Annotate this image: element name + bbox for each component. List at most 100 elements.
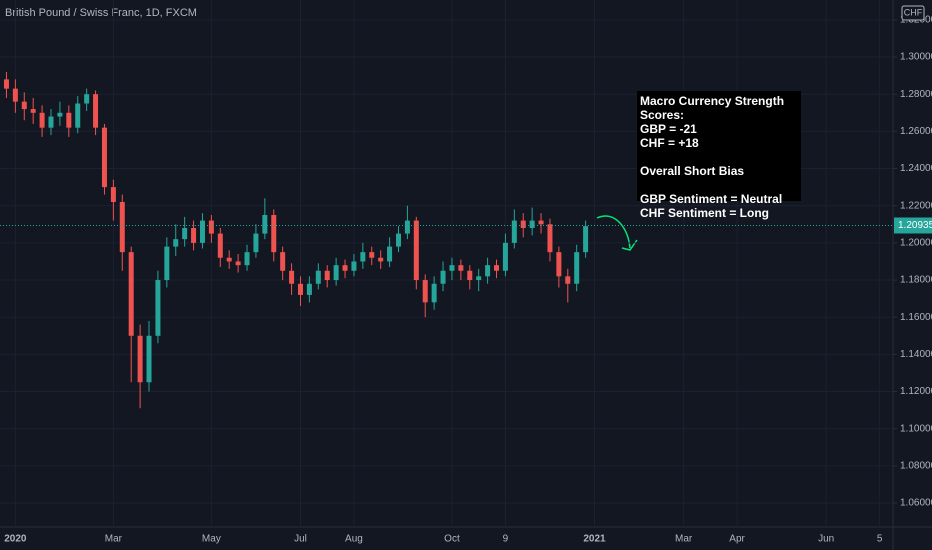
- candle-body: [502, 242, 508, 271]
- price-axis-bg: [893, 0, 932, 550]
- candle-body: [119, 201, 125, 253]
- candle-body: [208, 220, 214, 234]
- last-price-label: 1.20935: [898, 220, 932, 231]
- candle-body: [155, 280, 161, 336]
- candle-body: [494, 265, 500, 271]
- x-tick-label: Apr: [729, 534, 745, 545]
- candle-body: [333, 265, 339, 281]
- candle-body: [324, 270, 330, 281]
- y-tick-label: 1.16000: [900, 312, 932, 323]
- x-tick-label: 2020: [4, 534, 27, 545]
- x-tick-label: Mar: [105, 534, 123, 545]
- candle-body: [306, 283, 312, 295]
- candle-body: [199, 220, 205, 243]
- candle-body: [395, 233, 401, 247]
- candle-body: [556, 252, 562, 277]
- x-tick-label: May: [202, 534, 221, 545]
- candle-body: [520, 220, 526, 229]
- candle-body: [146, 335, 152, 383]
- x-tick-label: Jun: [818, 534, 834, 545]
- y-tick-label: 1.06000: [900, 498, 932, 509]
- annotation-paragraph: Macro Currency Strength Scores: GBP = -21…: [640, 94, 798, 150]
- candle-body: [342, 265, 348, 271]
- candle-body: [413, 220, 419, 281]
- annotation-paragraph: GBP Sentiment = Neutral CHF Sentiment = L…: [640, 192, 798, 220]
- y-tick-label: 1.10000: [900, 423, 932, 434]
- y-tick-label: 1.24000: [900, 163, 932, 174]
- annotation-line: GBP Sentiment = Neutral: [640, 192, 783, 206]
- currency-badge: [901, 5, 925, 21]
- candle-body: [182, 228, 188, 240]
- candle-body: [280, 252, 286, 271]
- candle-body: [235, 261, 241, 266]
- candle-body: [315, 270, 321, 284]
- candle-body: [191, 228, 197, 243]
- candle-body: [369, 252, 375, 258]
- annotation-box: Macro Currency Strength Scores: GBP = -21…: [637, 91, 801, 220]
- candle-body: [110, 187, 116, 202]
- candle-body: [244, 252, 250, 266]
- candle-body: [48, 116, 54, 128]
- candle-body: [485, 265, 491, 277]
- x-tick-label: Jul: [294, 534, 307, 545]
- candle-body: [173, 239, 179, 247]
- y-tick-label: 1.14000: [900, 349, 932, 360]
- candle-body: [458, 265, 464, 271]
- y-tick-label: 1.20000: [900, 238, 932, 249]
- candle-body: [404, 220, 410, 234]
- chart-title: British Pound / Swiss Franc, 1D, FXCM: [5, 7, 197, 19]
- candle-body: [30, 109, 36, 113]
- grid: [0, 0, 893, 527]
- y-tick-label: 1.28000: [900, 89, 932, 100]
- candle-body: [351, 261, 357, 271]
- annotation-paragraph: Overall Short Bias: [640, 164, 798, 178]
- candle-body: [226, 257, 232, 262]
- candle-body: [57, 112, 63, 117]
- x-tick-label: 2021: [583, 534, 606, 545]
- candle-body: [538, 220, 544, 225]
- candle-body: [128, 252, 134, 336]
- candle-body: [511, 220, 517, 243]
- x-tick-label: 5: [877, 534, 883, 545]
- candle-body: [547, 224, 553, 253]
- annotation-line: Macro Currency Strength Scores:: [640, 94, 785, 122]
- annotation-line: GBP = -21: [640, 122, 697, 136]
- last-price-badge: [894, 217, 932, 234]
- candle-body: [12, 88, 18, 102]
- y-tick-label: 1.30000: [900, 52, 932, 63]
- candle-body: [262, 214, 268, 234]
- y-tick-label: 1.18000: [900, 275, 932, 286]
- y-tick-label: 1.12000: [900, 386, 932, 397]
- y-tick-label: 1.26000: [900, 126, 932, 137]
- x-tick-label: Aug: [345, 534, 363, 545]
- candle-body: [297, 283, 303, 295]
- x-tick-label: 9: [503, 534, 509, 545]
- candle-body: [137, 335, 143, 383]
- candle-body: [422, 280, 428, 303]
- candle-body: [431, 283, 437, 303]
- y-tick-label: 1.22000: [900, 200, 932, 211]
- candle-body: [387, 246, 393, 262]
- candle-body: [583, 226, 589, 253]
- candle-body: [75, 103, 81, 128]
- candle-body: [164, 246, 170, 281]
- candle-body: [21, 101, 27, 110]
- candle-body: [440, 270, 446, 284]
- candle-body: [253, 233, 259, 253]
- candle-body: [3, 79, 9, 89]
- candle-body: [378, 257, 384, 262]
- candle-body: [93, 94, 99, 128]
- candle-body: [84, 94, 90, 104]
- candle-body: [217, 233, 223, 258]
- candle-body: [565, 276, 571, 284]
- candle-body: [360, 252, 366, 262]
- candle-body: [39, 112, 45, 128]
- candle-body: [101, 127, 107, 188]
- candle-body: [66, 112, 72, 128]
- candle-body: [271, 214, 277, 253]
- annotation-line: Overall Short Bias: [640, 164, 745, 178]
- currency-label: CHF: [904, 7, 923, 17]
- y-tick-label: 1.08000: [900, 461, 932, 472]
